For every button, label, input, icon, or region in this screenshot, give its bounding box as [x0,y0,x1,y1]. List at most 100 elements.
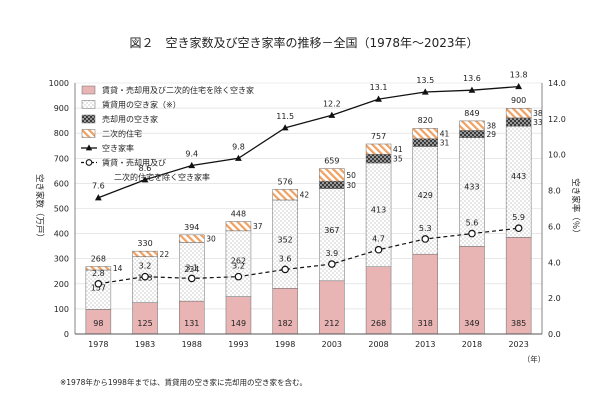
vacancy-rate-point [141,176,149,183]
y-right-tick-label: 2.0 [548,294,561,303]
vacancy-rate-label: 8.6 [139,164,152,173]
x-tick-label: 2008 [368,340,388,349]
bar-total-label: 849 [464,109,479,118]
other-vacancy-rate-point [328,260,336,268]
bar-value-label: 413 [371,206,386,215]
other-vacancy-rate-label: 3.2 [232,262,245,271]
other-vacancy-rate-label: 2.8 [92,269,105,278]
vacancy-rate-label: 13.5 [416,76,434,85]
axes: 0 100 200 300 400 500 600 700 800 900 1000 0.0 2.0 4.… [34,79,581,364]
bar-value-label: 182 [278,319,293,328]
other-vacancy-rate-label: 3.2 [139,262,152,271]
x-tick-label: 1988 [182,340,202,349]
bar-segment-sale [459,130,485,138]
legend-swatch-marker [85,159,93,166]
legend-label: 賃貸・売却用及び二次的住宅を除く空き家 [102,85,254,95]
bar-value-label: 30 [206,235,216,244]
other-vacancy-rate-label: 3.9 [325,249,338,258]
bar-segment-secondary [85,266,112,271]
legend-label: 空き家率 [102,143,134,153]
y-left-tick-label: 200 [54,280,69,289]
bar-value-label: 234 [184,265,199,274]
legend-swatch-marker [85,144,93,151]
other-vacancy-rate-label: 5.6 [466,219,479,228]
vacancy-rate-point [235,154,242,161]
legend-label: 二次的住宅 [102,129,142,139]
bar-segment-secondary [225,221,252,232]
bar-total-label: 659 [324,157,339,166]
other-vacancy-rate-point [281,265,289,274]
vacancy-rate-label: 12.2 [323,99,341,108]
y-left-tick-label: 400 [54,230,69,239]
bar-total-label: 330 [137,239,152,248]
other-vacancy-rate-point [514,224,523,233]
bar-segment-secondary [459,120,485,131]
bar-value-label: 157 [91,284,106,293]
other-vacancy-rate-point [374,245,383,254]
bar-segment-sale [319,180,345,189]
x-tick-label: 1998 [275,340,295,349]
bar-segment-secondary [365,143,392,155]
bar-segment-sale [412,138,438,147]
vacancy-rate-point [94,194,102,201]
bar-value-label: 443 [511,172,526,181]
y-right-tick-label: 14.0 [548,79,566,88]
y-left-tick-label: 500 [54,205,69,214]
y-right-tick-label: 10.0 [548,151,566,160]
bar-value-label: 14 [113,264,123,273]
other-vacancy-rate-point [94,279,103,288]
other-vacancy-rate-point [141,272,149,281]
other-vacancy-rate-label: 4.7 [372,235,385,244]
vacancy-rate-point [468,86,476,93]
y-left-tick-label: 1000 [49,79,69,88]
vacancy-rate-point [515,82,523,90]
bar-value-label: 125 [137,319,152,328]
bar-value-label: 212 [324,319,339,328]
bar-segment-rental [505,125,532,238]
x-tick-label: 1978 [88,340,108,349]
y-right-tick-label: 8.0 [548,187,561,196]
bar-value-label: 29 [486,130,496,139]
vacancy-rate-label: 13.6 [463,74,481,83]
x-tick-label: 1993 [228,340,248,349]
vacancy-rate-point [328,111,336,118]
other-vacancy-rate-label: 3.6 [279,254,292,263]
y-left-tick-label: 0 [64,330,69,339]
bar-value-label: 367 [324,226,339,235]
other-vacancy-rate-line [98,227,519,285]
bar-segment-rental [225,230,252,297]
y-left-tick-label: 300 [54,255,69,264]
bar-value-label: 149 [231,319,246,328]
bar-value-label: 37 [253,222,263,231]
legend-swatch [81,129,96,138]
bar-total-label: 576 [278,177,293,186]
y-right-tick-label: 0.0 [548,330,561,339]
x-axis-unit: （年） [523,354,546,364]
chart-title: 図２ 空き家数及び空き家率の推移－全国（1978年～2023年） [129,35,478,50]
bar-value-label: 38 [486,122,496,131]
bar-segment-sale [505,117,532,127]
bar-segment-secondary [412,128,438,139]
bar-total-label: 448 [231,210,246,219]
bar-total-label: 394 [184,223,199,232]
bar-segment-other [459,246,485,335]
y-right-axis-title: 空き家率（％） [570,178,581,238]
x-tick-label: 2023 [508,340,528,349]
y-left-tick-label: 800 [54,129,69,138]
vacancy-rate-label: 9.4 [185,149,198,158]
bar-segment-rental [459,137,485,247]
bar-segment-other [319,280,345,335]
lines: 7.6 8.6 9.4 9.8 11.5 12.2 13.1 13.5 13.6 13.8 2.8 3… [92,71,528,288]
other-vacancy-rate-point [468,229,476,238]
x-tick-label: 1983 [135,340,155,349]
bar-value-label: 433 [464,183,479,192]
vacancy-rate-label: 7.6 [92,182,105,191]
bar-value-label: 352 [278,236,293,245]
bar-value-label: 262 [231,256,246,265]
vacancy-rate-point [375,95,382,102]
legend-swatch [81,100,96,109]
legend-label: 賃貸・売却用及び [102,158,166,168]
x-tick-label: 2018 [462,340,482,349]
